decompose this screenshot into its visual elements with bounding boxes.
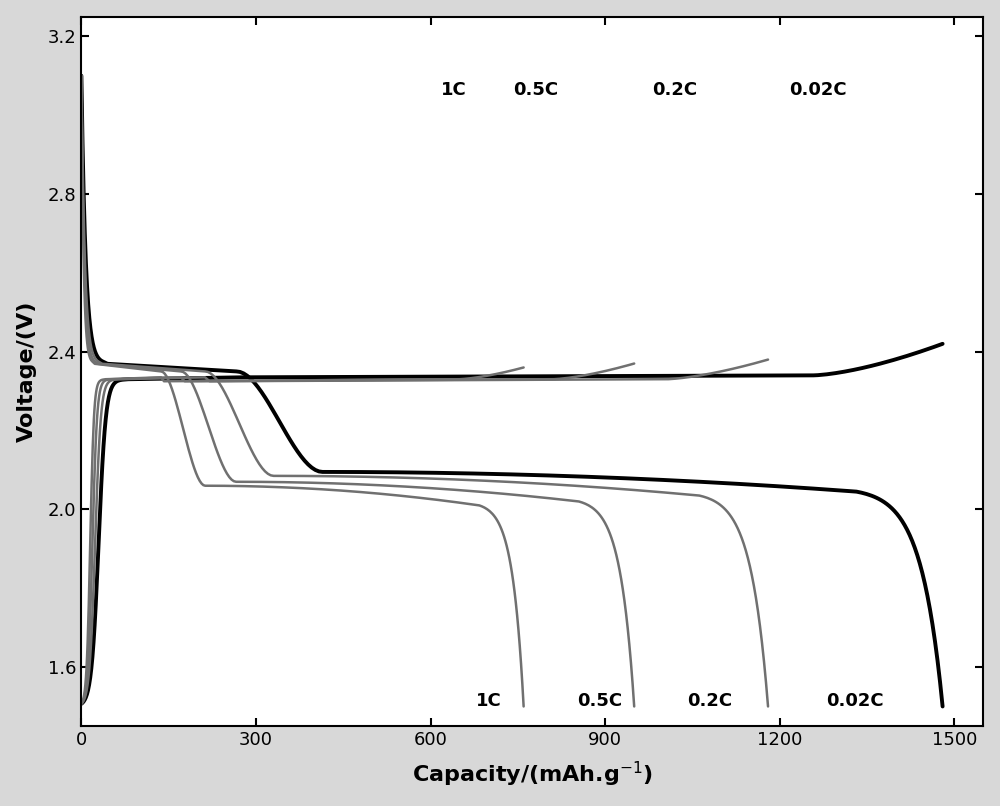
Text: 1C: 1C: [476, 692, 502, 710]
Text: 0.02C: 0.02C: [827, 692, 884, 710]
Text: 0.02C: 0.02C: [789, 81, 846, 99]
X-axis label: Capacity/(mAh.g$^{-1}$): Capacity/(mAh.g$^{-1}$): [412, 760, 653, 789]
Text: 0.5C: 0.5C: [513, 81, 558, 99]
Y-axis label: Voltage/(V): Voltage/(V): [17, 301, 37, 442]
Text: 0.5C: 0.5C: [577, 692, 622, 710]
Text: 0.2C: 0.2C: [687, 692, 732, 710]
Text: 1C: 1C: [441, 81, 467, 99]
Text: 0.2C: 0.2C: [652, 81, 697, 99]
